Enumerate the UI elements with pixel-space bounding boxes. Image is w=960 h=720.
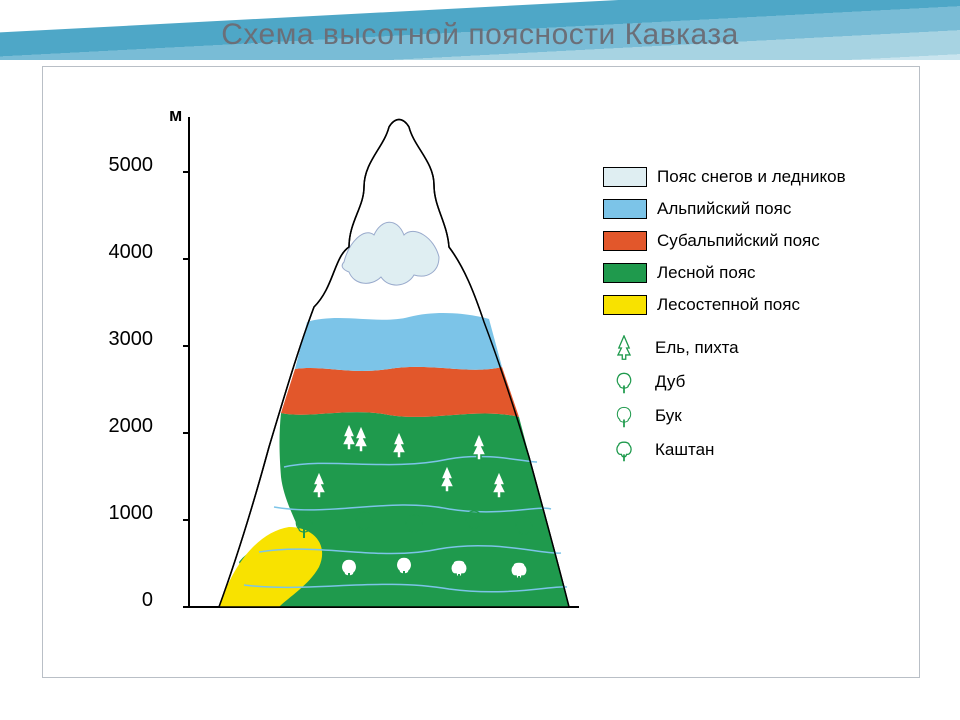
swatch-subalpine xyxy=(603,231,647,251)
legend: Пояс снегов и ледников Альпийский пояс Суб… xyxy=(603,167,863,473)
legend-label: Альпийский пояс xyxy=(657,199,791,219)
ytick-5000: 5000 xyxy=(93,154,153,177)
ytick-2000: 2000 xyxy=(93,415,153,438)
plot-area: м 0 1000 2000 3000 4000 5000 xyxy=(83,97,883,657)
chestnut-icon xyxy=(603,439,645,461)
legend-row-forest: Лесной пояс xyxy=(603,263,863,283)
swatch-forest_steppe xyxy=(603,295,647,315)
title-bar: Схема высотной поясности Кавказа xyxy=(0,18,960,52)
legend-tree-oak: Дуб xyxy=(603,371,863,393)
tree-legend: Ель, пихта Дуб Бук Каштан xyxy=(603,337,863,461)
legend-label: Пояс снегов и ледников xyxy=(657,167,846,187)
spruce-icon xyxy=(603,337,645,359)
swatch-snow xyxy=(603,167,647,187)
legend-tree-chestnut: Каштан xyxy=(603,439,863,461)
mountain-layers xyxy=(219,120,569,608)
legend-row-snow: Пояс снегов и ледников xyxy=(603,167,863,187)
oak-icon xyxy=(603,371,645,393)
slide-root: Схема высотной поясности Кавказа м 0 100… xyxy=(0,0,960,720)
legend-label: Лесостепной пояс xyxy=(657,295,800,315)
legend-row-alpine: Альпийский пояс xyxy=(603,199,863,219)
legend-label: Лесной пояс xyxy=(657,263,756,283)
ytick-1000: 1000 xyxy=(93,502,153,525)
page-title: Схема высотной поясности Кавказа xyxy=(221,18,739,51)
zone-legend: Пояс снегов и ледников Альпийский пояс Суб… xyxy=(603,167,863,315)
legend-label: Субальпийский пояс xyxy=(657,231,820,251)
legend-tree-beech: Бук xyxy=(603,405,863,427)
legend-row-forest_steppe: Лесостепной пояс xyxy=(603,295,863,315)
legend-label: Бук xyxy=(655,406,682,426)
swatch-forest xyxy=(603,263,647,283)
ytick-4000: 4000 xyxy=(93,241,153,264)
legend-label: Дуб xyxy=(655,372,685,392)
swatch-alpine xyxy=(603,199,647,219)
legend-row-subalpine: Субальпийский пояс xyxy=(603,231,863,251)
ytick-0: 0 xyxy=(93,589,153,612)
legend-tree-spruce: Ель, пихта xyxy=(603,337,863,359)
mountain-diagram xyxy=(159,97,619,627)
legend-label: Каштан xyxy=(655,440,714,460)
diagram-card: м 0 1000 2000 3000 4000 5000 xyxy=(42,66,920,678)
beech-icon xyxy=(603,405,645,427)
ytick-3000: 3000 xyxy=(93,328,153,351)
legend-label: Ель, пихта xyxy=(655,338,739,358)
